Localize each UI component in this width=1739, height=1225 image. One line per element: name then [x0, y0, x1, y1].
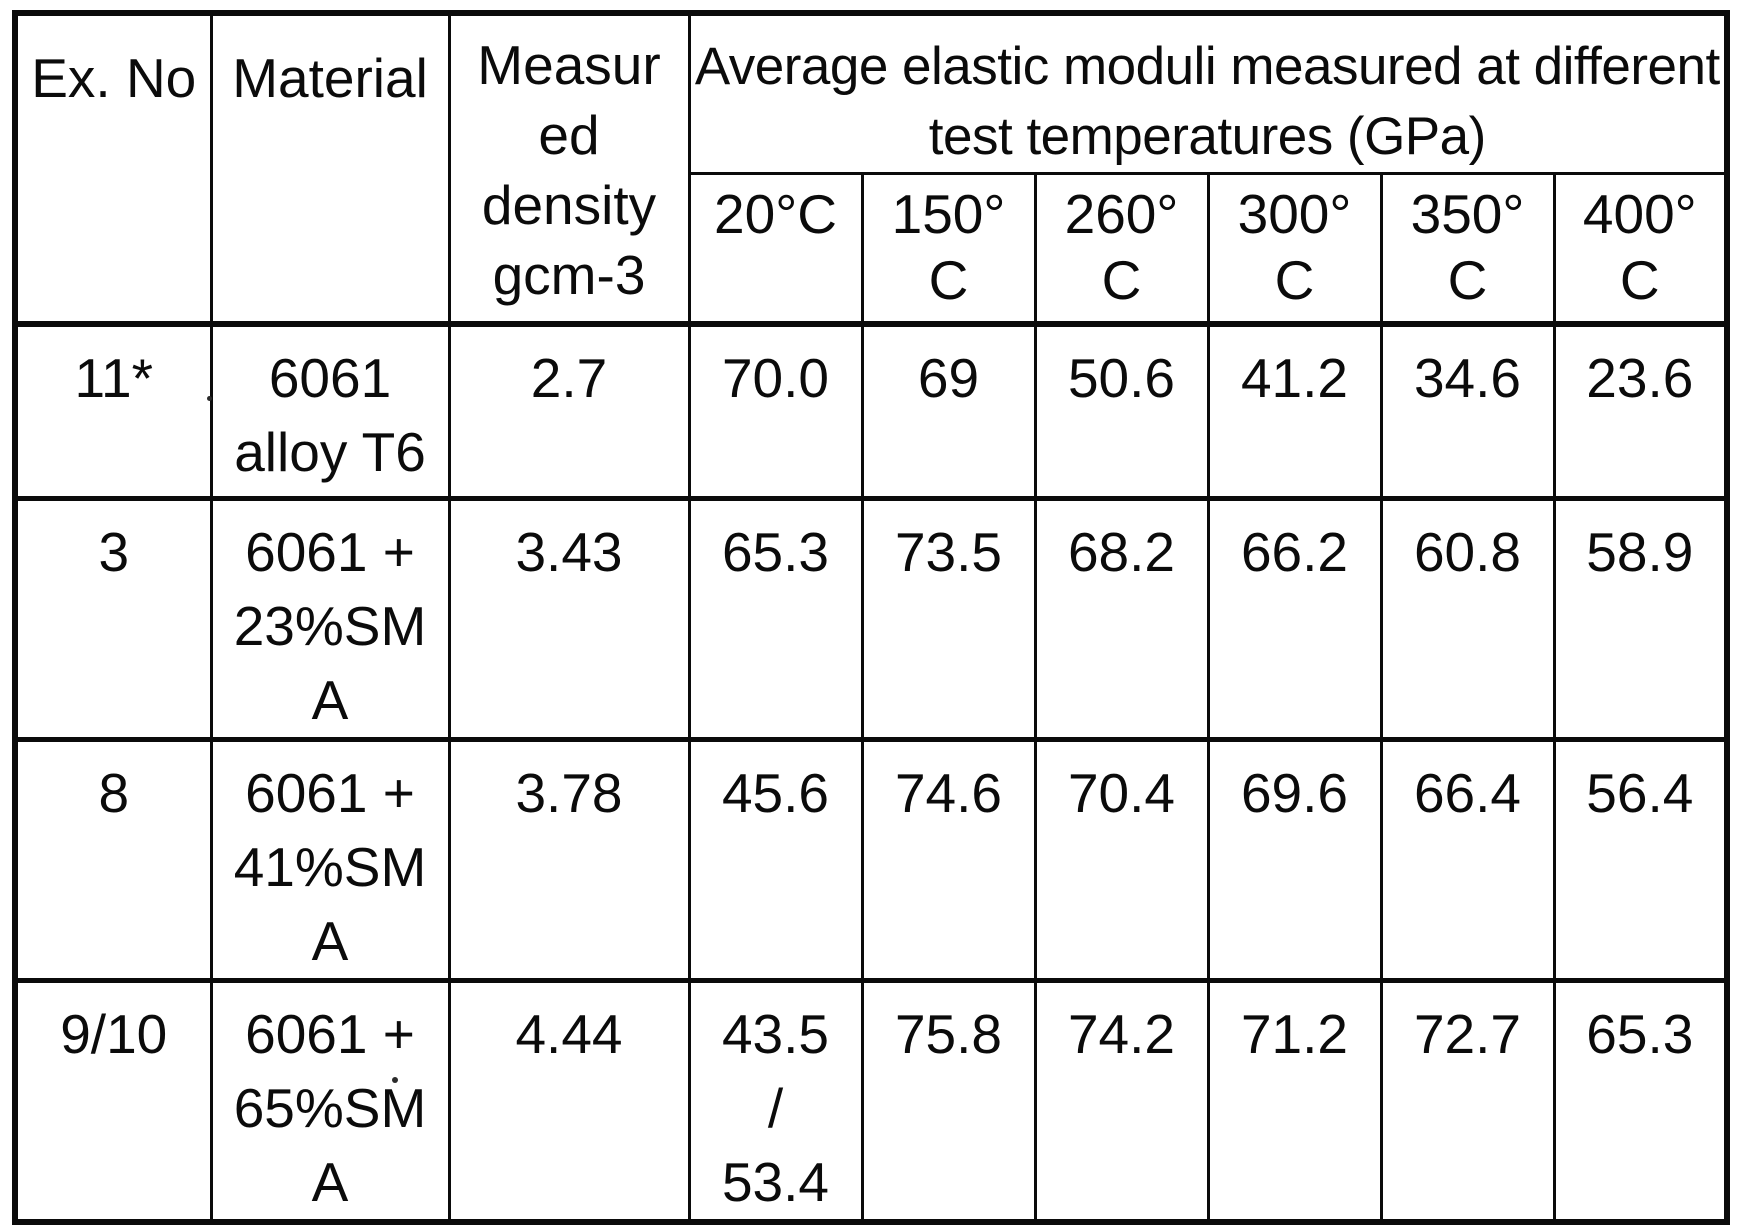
cell-modulus-150c: 73.5: [860, 496, 1037, 741]
column-header-measured-density: Measur ed density gcm-3: [447, 11, 691, 325]
cell-ex-no: 8: [13, 737, 213, 982]
cell-modulus-350c: 66.4: [1379, 737, 1556, 982]
cell-modulus-300c: 71.2: [1206, 978, 1383, 1224]
column-header-material: Material: [209, 11, 451, 325]
column-header-ex-no: Ex. No: [13, 11, 213, 325]
cell-modulus-400c: 23.6: [1552, 320, 1729, 500]
cell-modulus-150c: 75.8: [860, 978, 1037, 1224]
cell-modulus-350c: 72.7: [1379, 978, 1556, 1224]
cell-material: 6061 + 23%SM A: [209, 496, 451, 741]
cell-density: 4.44: [447, 978, 691, 1224]
elastic-moduli-table: Ex. No Material Measur ed density gcm-3 …: [12, 10, 1731, 1225]
cell-modulus-400c: 56.4: [1552, 737, 1729, 982]
temp-header-150c: 150° C: [860, 172, 1037, 325]
cell-modulus-20c: 65.3: [687, 496, 864, 741]
table-row: 9/10 6061 + 65%SM A 4.44 43.5 / 53.4 75.…: [13, 978, 1729, 1224]
cell-modulus-350c: 34.6: [1379, 320, 1556, 500]
cell-modulus-260c: 70.4: [1033, 737, 1210, 982]
cell-modulus-300c: 41.2: [1206, 320, 1383, 500]
cell-modulus-400c: 58.9: [1552, 496, 1729, 741]
cell-modulus-150c: 69: [860, 320, 1037, 500]
cell-modulus-400c: 65.3: [1552, 978, 1729, 1224]
temp-header-20c: 20°C: [687, 172, 864, 325]
scan-artifact-dot: [392, 1077, 398, 1083]
cell-modulus-260c: 74.2: [1033, 978, 1210, 1224]
temp-header-260c: 260° C: [1033, 172, 1210, 325]
cell-ex-no: 11*: [13, 320, 213, 500]
cell-density: 2.7: [447, 320, 691, 500]
cell-modulus-20c: 70.0: [687, 320, 864, 500]
cell-modulus-260c: 68.2: [1033, 496, 1210, 741]
temp-header-350c: 350° C: [1379, 172, 1556, 325]
temp-header-400c: 400° C: [1552, 172, 1729, 325]
cell-material: 6061 alloy T6: [209, 320, 451, 500]
cell-modulus-20c: 43.5 / 53.4: [687, 978, 864, 1224]
cell-ex-no: 9/10: [13, 978, 213, 1224]
table-row: 8 6061 + 41%SM A 3.78 45.6 74.6 70.4 69.…: [13, 737, 1729, 982]
cell-modulus-150c: 74.6: [860, 737, 1037, 982]
table-row: 11* 6061 alloy T6 2.7 70.0 69 50.6 41.2 …: [13, 320, 1729, 500]
cell-density: 3.43: [447, 496, 691, 741]
column-header-moduli-group: Average elastic moduli measured at diffe…: [687, 11, 1729, 175]
cell-density: 3.78: [447, 737, 691, 982]
temp-header-300c: 300° C: [1206, 172, 1383, 325]
cell-modulus-300c: 69.6: [1206, 737, 1383, 982]
table-row: 3 6061 + 23%SM A 3.43 65.3 73.5 68.2 66.…: [13, 496, 1729, 741]
cell-modulus-20c: 45.6: [687, 737, 864, 982]
cell-modulus-350c: 60.8: [1379, 496, 1556, 741]
cell-modulus-300c: 66.2: [1206, 496, 1383, 741]
cell-material: 6061 + 41%SM A: [209, 737, 451, 982]
scanned-table-page: Ex. No Material Measur ed density gcm-3 …: [12, 10, 1731, 1225]
cell-ex-no: 3: [13, 496, 213, 741]
cell-modulus-260c: 50.6: [1033, 320, 1210, 500]
cell-material: 6061 + 65%SM A: [209, 978, 451, 1224]
scan-artifact-dot: [207, 396, 212, 401]
